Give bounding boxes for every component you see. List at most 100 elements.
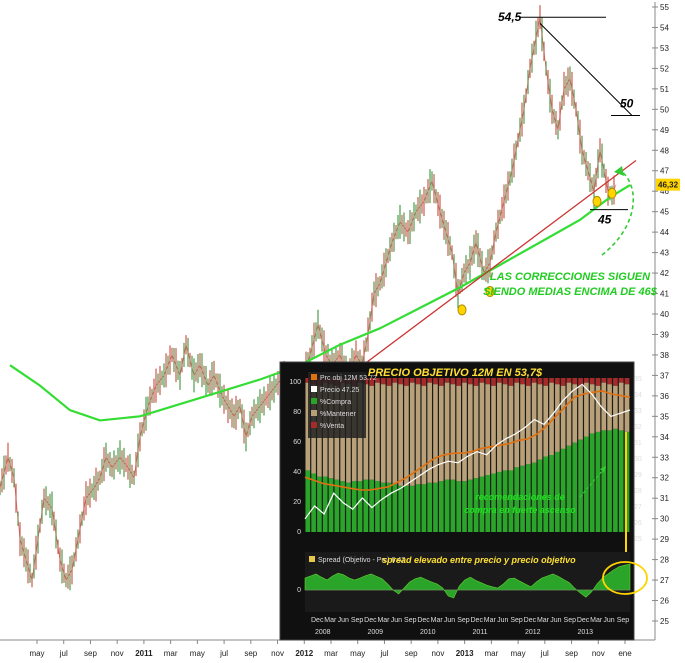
buy-bar (584, 436, 589, 532)
inset-right-tick: 26 (634, 520, 642, 527)
x-tick-label: mar (324, 649, 338, 658)
inset-legend-label: Precio 47.25 (320, 387, 359, 394)
annotation-line: SIENDO MEDIAS ENCIMA DE 46$ (483, 286, 658, 298)
buy-recommendations-annotation: recomendaciones de compra en fuerte ascen… (464, 492, 576, 515)
buy-bar (566, 445, 572, 532)
x-tick-label: mar (164, 649, 178, 658)
buy-bar (322, 476, 328, 532)
annotation-line: compra en fuerte ascenso (464, 505, 576, 515)
inset-title: PRECIO OBJETIVO 12M EN 53,7$ (368, 367, 543, 379)
buy-bar (438, 481, 444, 532)
inset-year-label: 2012 (525, 629, 541, 636)
sell-bar (468, 378, 473, 385)
level-label-high: 54,5 (498, 10, 522, 24)
spread-legend-swatch (309, 556, 315, 562)
inset-arrow (579, 469, 604, 498)
sell-bar (444, 378, 450, 383)
y-tick-label: 35 (660, 412, 669, 421)
inset-month-label: Dec (471, 617, 484, 624)
sell-bar (497, 378, 502, 383)
buy-bar (311, 473, 316, 532)
sell-bar (578, 378, 583, 386)
buy-bar (328, 478, 334, 532)
y-tick-label: 39 (660, 330, 669, 339)
hold-bar (450, 384, 456, 480)
hold-bar (624, 384, 630, 432)
buy-bar (317, 476, 322, 532)
inset-month-label: Sep (510, 617, 523, 624)
x-tick-label: ene (618, 649, 632, 658)
inset-legend-swatch (311, 398, 317, 404)
buy-bar (363, 479, 369, 532)
y-tick-label: 42 (660, 269, 669, 278)
buy-bar (409, 485, 415, 532)
sell-bar (526, 378, 531, 386)
sell-bar (531, 378, 537, 383)
inset-month-label: Jun (444, 617, 455, 624)
hold-bar (543, 385, 549, 457)
sell-bar (624, 378, 630, 385)
buy-bar (334, 479, 340, 532)
sell-bar (491, 378, 496, 386)
y-tick-label: 43 (660, 249, 669, 258)
y-tick-label: 31 (660, 494, 669, 503)
inset-month-label: Dec (364, 617, 377, 624)
inset-right-tick: 27 (634, 504, 642, 511)
inset-month-label: Mar (590, 617, 603, 624)
sell-bar (514, 378, 520, 383)
sell-bar (427, 378, 432, 383)
inset-month-label: Jun (603, 617, 614, 624)
x-tick-label: nov (592, 649, 605, 658)
y-tick-label: 48 (660, 146, 669, 155)
x-tick-label: may (29, 649, 44, 658)
hold-bar (531, 382, 537, 463)
sell-bar (380, 378, 386, 385)
inset-right-tick: 28 (634, 488, 642, 495)
inset-right-tick: 34 (634, 392, 642, 399)
resistance-label: 50 (620, 96, 634, 110)
y-tick-label: 54 (660, 23, 669, 32)
buy-bar (578, 439, 583, 532)
inset-month-label: Jun (338, 617, 349, 624)
inset-legend-label: %Mantener (320, 411, 356, 418)
y-tick-label: 29 (660, 535, 669, 544)
inset-month-label: Sep (564, 617, 577, 624)
hold-bar (438, 385, 444, 482)
inset-left-tick: 0 (297, 529, 301, 536)
sell-bar (613, 378, 618, 386)
buy-bar (340, 481, 345, 532)
x-tick-label: mar (484, 649, 498, 658)
inset-year-label: 2010 (420, 629, 436, 636)
buy-bar (404, 485, 409, 532)
hold-bar (479, 382, 485, 477)
inset-month-label: Sep (457, 617, 470, 624)
y-tick-label: 44 (660, 228, 669, 237)
hold-bar (415, 384, 421, 485)
buy-bar (346, 482, 351, 532)
buy-bar (456, 481, 461, 532)
sell-bar (520, 378, 525, 385)
sell-bar (433, 378, 438, 385)
inset-legend-swatch (311, 422, 317, 428)
level-label-low: 45 (597, 213, 612, 227)
y-tick-label: 45 (660, 208, 669, 217)
inset-legend-box (308, 372, 366, 438)
x-tick-label: may (350, 649, 365, 658)
hold-bar (613, 385, 618, 429)
buy-bar (549, 455, 554, 532)
x-tick-label: 2013 (456, 649, 474, 658)
y-tick-label: 37 (660, 371, 669, 380)
x-tick-label: 2011 (135, 649, 153, 658)
support-touch-marker (592, 195, 602, 207)
sell-bar (502, 378, 508, 385)
annotation-line: LAS CORRECCIONES SIGUEN (490, 271, 651, 283)
sell-bar (601, 378, 607, 383)
spread-annotation: spread elevado entre precio y precio obj… (382, 555, 576, 565)
inset-month-label: Sep (404, 617, 417, 624)
hold-bar (607, 384, 612, 431)
sell-bar (560, 378, 566, 386)
hold-bar (549, 382, 554, 455)
y-tick-label: 27 (660, 576, 669, 585)
